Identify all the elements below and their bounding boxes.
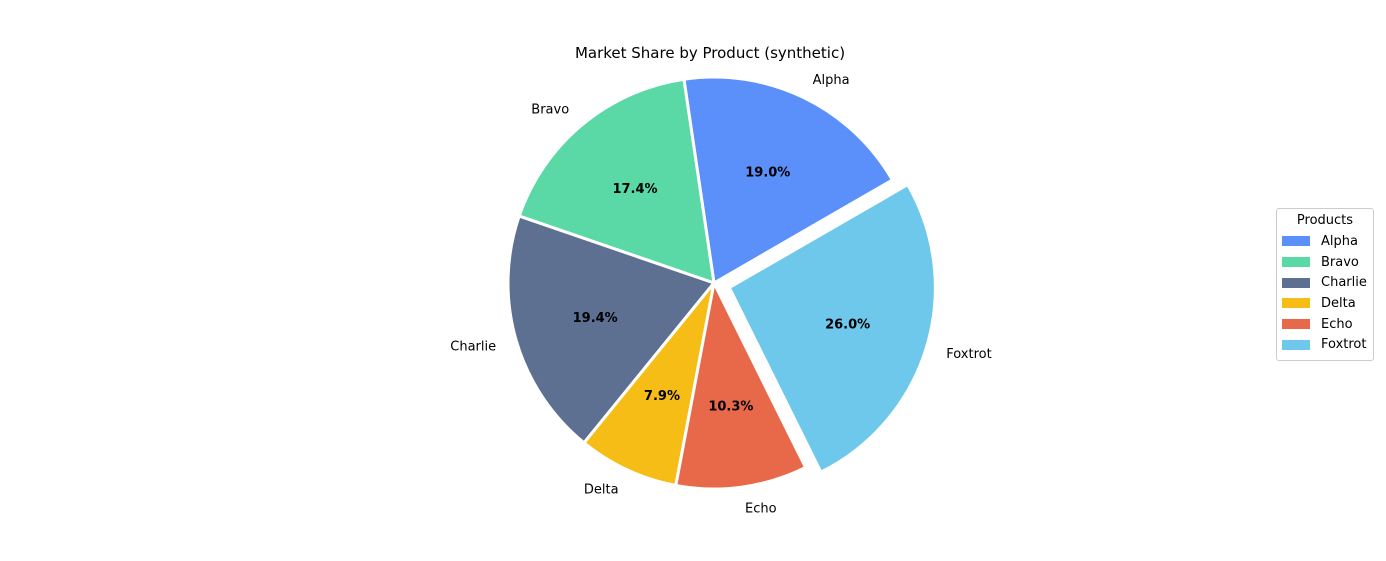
legend-swatch: [1282, 257, 1310, 268]
legend-item-delta: Delta: [1277, 293, 1373, 314]
legend-label: Bravo: [1321, 254, 1359, 270]
legend-label: Foxtrot: [1321, 337, 1367, 353]
legend-label: Echo: [1321, 316, 1353, 332]
legend-label: Delta: [1321, 295, 1356, 311]
percent-label-charlie: 19.4%: [573, 311, 618, 326]
pie-slice-delta: [582, 281, 716, 487]
percent-label-delta: 7.9%: [644, 389, 680, 404]
legend-title: Products: [1296, 213, 1354, 228]
percent-label-bravo: 17.4%: [612, 182, 657, 197]
percent-label-foxtrot: 26.0%: [825, 317, 870, 332]
percent-label-echo: 10.3%: [708, 399, 753, 414]
legend: Products Alpha Bravo Charlie Delta Echo Foxtr…: [1276, 208, 1374, 362]
slice-label-echo: Echo: [745, 501, 777, 516]
slice-label-alpha: Alpha: [813, 73, 850, 88]
legend-item-bravo: Bravo: [1277, 252, 1373, 273]
legend-item-foxtrot: Foxtrot: [1277, 334, 1373, 355]
chart-title: Market Share by Product (synthetic): [575, 44, 845, 62]
legend-swatch: [1282, 277, 1310, 288]
slice-label-delta: Delta: [584, 483, 619, 498]
legend-item-charlie: Charlie: [1277, 272, 1373, 293]
legend-swatch: [1282, 319, 1310, 330]
legend-swatch: [1282, 298, 1310, 309]
pie-slice-foxtrot: [727, 183, 937, 474]
legend-label: Charlie: [1321, 275, 1367, 291]
pie-slice-alpha: [682, 75, 894, 285]
legend-item-alpha: Alpha: [1277, 231, 1373, 252]
pie-slice-charlie: [506, 214, 716, 445]
pie-slice-echo: [674, 281, 808, 491]
slice-label-foxtrot: Foxtrot: [946, 347, 991, 362]
legend-label: Alpha: [1321, 233, 1358, 249]
slice-label-charlie: Charlie: [450, 339, 496, 354]
legend-item-echo: Echo: [1277, 314, 1373, 335]
percent-label-alpha: 19.0%: [745, 166, 790, 181]
legend-swatch: [1282, 339, 1310, 350]
legend-swatch: [1282, 236, 1310, 247]
slice-label-bravo: Bravo: [531, 103, 569, 118]
